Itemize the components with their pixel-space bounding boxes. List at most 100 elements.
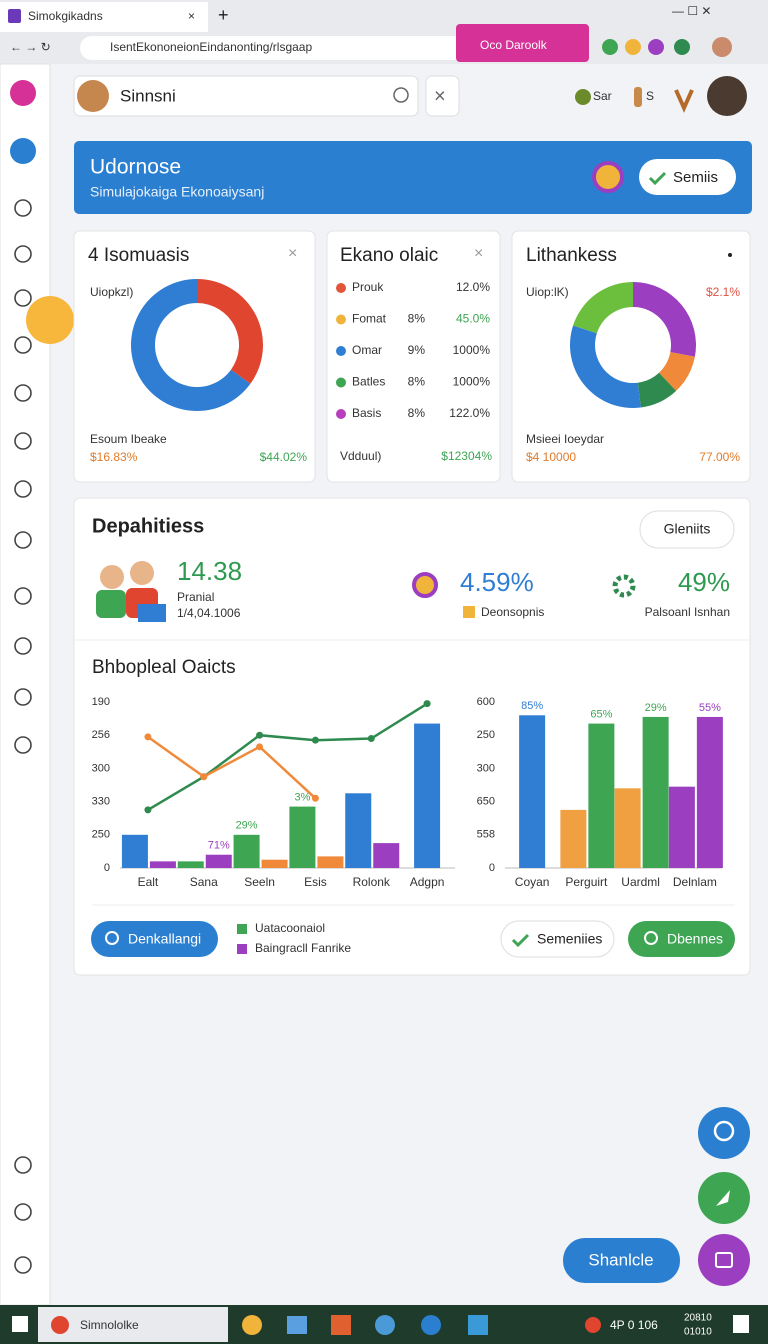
fab[interactable] — [698, 1234, 750, 1286]
ext-icon[interactable] — [648, 39, 664, 55]
tab-close[interactable]: × — [188, 9, 195, 23]
sidebar-icon[interactable] — [14, 587, 32, 605]
button-label: Denkallangi — [128, 931, 201, 947]
fab-icon — [715, 1252, 733, 1268]
footer-label: Esoum Ibeake — [90, 432, 167, 446]
tray-status: 4P 0 106 — [610, 1318, 658, 1332]
banner-title: Udornose — [90, 156, 181, 179]
start-button[interactable] — [12, 1316, 28, 1332]
bar — [121, 834, 148, 868]
stat-label: Palsoanl Isnhan — [645, 605, 730, 619]
sidebar-icons — [10, 80, 36, 1274]
sidebar-icon[interactable] — [14, 531, 32, 549]
x-tick-label: Esis — [304, 875, 327, 889]
gear-icon — [592, 161, 624, 193]
search-icon[interactable] — [393, 87, 409, 103]
ext-icon[interactable] — [674, 39, 690, 55]
bar — [149, 861, 176, 868]
illustration — [138, 604, 166, 622]
close[interactable]: × — [474, 245, 483, 262]
taskbar-icon[interactable] — [375, 1315, 395, 1335]
line — [147, 702, 428, 811]
sidebar-icon[interactable] — [14, 199, 32, 217]
taskbar-icon[interactable] — [287, 1316, 307, 1334]
sidebar-icon[interactable] — [14, 736, 32, 754]
y-axis-label: 190 — [92, 696, 110, 708]
button[interactable] — [628, 921, 735, 957]
row-value: 1000% — [453, 375, 491, 389]
nav-buttons[interactable]: ← → ↻ — [10, 40, 51, 54]
taskbar-icon[interactable] — [331, 1315, 351, 1335]
legend-swatch — [237, 944, 247, 954]
fab[interactable] — [698, 1107, 750, 1159]
profile[interactable] — [712, 37, 732, 57]
card-label: Uiopkzl) — [90, 285, 133, 299]
sidebar-icon[interactable] — [14, 1203, 32, 1221]
taskbar-icon[interactable] — [468, 1315, 488, 1335]
user-avatar[interactable] — [707, 76, 747, 116]
y-axis-label: 250 — [477, 729, 495, 741]
taskbar-icon[interactable] — [421, 1315, 441, 1335]
sidebar-icon[interactable] — [14, 336, 32, 354]
button[interactable] — [91, 921, 218, 957]
footer-right: $44.02% — [260, 450, 308, 464]
stat-icon — [463, 606, 475, 618]
notifications[interactable] — [733, 1315, 749, 1333]
sidebar-icon[interactable] — [14, 432, 32, 450]
bar — [317, 856, 344, 868]
y-axis-label: 300 — [92, 762, 110, 774]
new-tab[interactable]: + — [218, 5, 229, 25]
tray-icon[interactable] — [585, 1317, 601, 1333]
close[interactable]: × — [288, 245, 297, 262]
fab-pill[interactable] — [563, 1238, 680, 1283]
row-label: Batles — [352, 375, 385, 389]
row-label: Prouk — [352, 280, 384, 294]
search-icon — [105, 931, 119, 945]
sidebar-icon[interactable] — [14, 480, 32, 498]
menu-dot[interactable] — [728, 253, 732, 257]
bar — [373, 843, 400, 868]
check-icon — [511, 933, 530, 948]
y-axis-label: 650 — [477, 796, 495, 808]
stat-value: 4.59% — [460, 567, 534, 597]
button-label: Semeniies — [537, 931, 602, 947]
banner-button[interactable] — [639, 159, 736, 195]
sidebar-icon[interactable] — [10, 80, 36, 106]
sidebar-icon[interactable] — [14, 1156, 32, 1174]
stat-value: 14.38 — [177, 556, 242, 586]
taskbar-app[interactable] — [38, 1307, 228, 1342]
x-tick-label: Coyan — [515, 875, 550, 889]
line — [147, 735, 317, 800]
clear-button[interactable] — [425, 75, 460, 117]
panel-button[interactable] — [639, 510, 735, 549]
row-label: Fomat — [352, 312, 387, 326]
sidebar-icon[interactable] — [14, 637, 32, 655]
address-bar[interactable] — [80, 36, 580, 60]
bar-annotation: 85% — [521, 700, 543, 712]
favicon — [8, 9, 21, 23]
sidebar-icon[interactable] — [14, 245, 32, 263]
window-controls[interactable]: — ☐ ✕ — [672, 4, 711, 18]
button[interactable] — [500, 920, 615, 958]
footer-label: Msieei Ioeydar — [526, 432, 604, 446]
footer-label: Vdduul) — [340, 449, 381, 463]
line-point — [256, 743, 264, 751]
row-dot — [336, 409, 346, 419]
search-box[interactable] — [73, 75, 419, 117]
header-icon[interactable] — [674, 89, 694, 113]
header-icon[interactable] — [634, 87, 642, 107]
app-icon — [51, 1316, 69, 1334]
illustration — [100, 565, 124, 589]
sidebar-icon[interactable] — [14, 289, 32, 307]
action-button[interactable] — [456, 24, 589, 62]
ext-icon[interactable] — [625, 39, 641, 55]
line-point — [144, 806, 152, 814]
sidebar-icon[interactable] — [14, 384, 32, 402]
header-icon[interactable] — [575, 89, 591, 105]
tab[interactable] — [0, 2, 208, 32]
sidebar-icon[interactable] — [10, 138, 36, 164]
sidebar-icon[interactable] — [14, 688, 32, 706]
taskbar-icon[interactable] — [242, 1315, 262, 1335]
ext-icon[interactable] — [602, 39, 618, 55]
sidebar-icon[interactable] — [14, 1256, 32, 1274]
